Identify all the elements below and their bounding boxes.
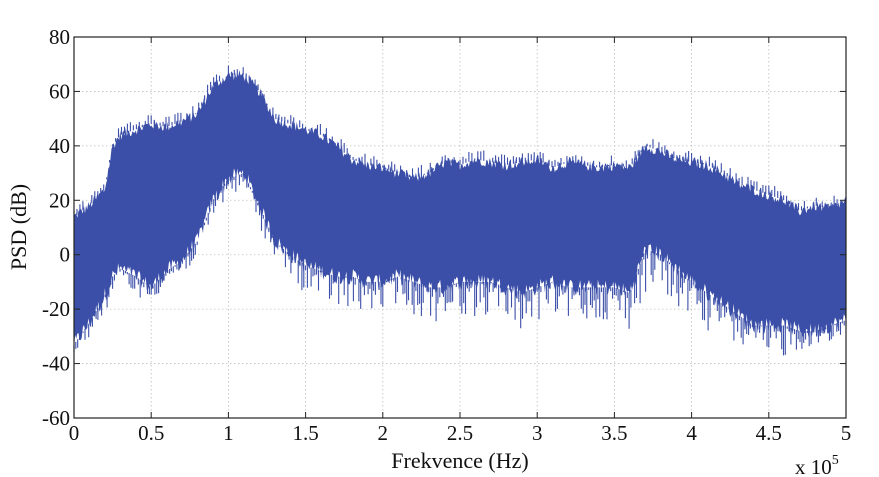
x-tick-label: 3 [532, 421, 543, 445]
x-tick-label: 0 [69, 421, 80, 445]
y-axis-label: PSD (dB) [6, 184, 31, 270]
y-tick-label: -20 [42, 297, 70, 321]
x-multiplier-base: x 10 [795, 455, 832, 477]
x-tick-label: 0.5 [138, 421, 164, 445]
x-tick-label: 2.5 [447, 421, 473, 445]
y-tick-label: 0 [60, 243, 71, 267]
y-tick-label: 80 [49, 25, 70, 49]
x-axis-label: Frekvence (Hz) [391, 448, 528, 473]
x-tick-label: 5 [841, 421, 852, 445]
y-tick-label: 60 [49, 79, 70, 103]
x-multiplier-exponent: 5 [832, 453, 839, 468]
y-tick-label: 40 [49, 134, 70, 158]
x-tick-label: 1 [223, 421, 234, 445]
ticks [73, 36, 847, 419]
x-tick-label: 4.5 [756, 421, 782, 445]
x-tick-label: 3.5 [601, 421, 627, 445]
y-tick-label: -60 [42, 406, 70, 430]
x-tick-label: 4 [686, 421, 697, 445]
y-tick-label: 20 [49, 188, 70, 212]
x-multiplier-label: x 105 [795, 453, 839, 477]
x-tick-labels: 0 0.5 1 1.5 2 2.5 3 3.5 4 4.5 5 [69, 421, 852, 445]
psd-band [74, 70, 846, 348]
x-tick-label: 2 [378, 421, 389, 445]
x-tick-label: 1.5 [292, 421, 318, 445]
y-tick-labels: -60 -40 -20 0 20 40 60 80 [42, 25, 70, 430]
y-tick-label: -40 [42, 352, 70, 376]
